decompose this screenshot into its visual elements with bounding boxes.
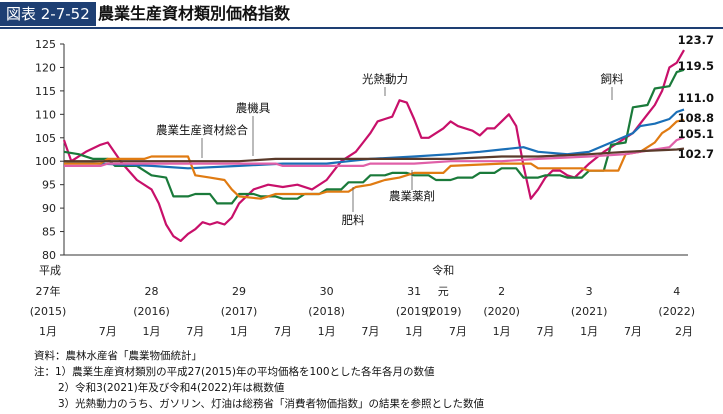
x-label-month: 7月 — [361, 325, 379, 338]
note-1: 注：1）農業生産資材類別の平成27(2015)年の平均価格を100とした各年各月… — [34, 366, 435, 378]
x-label-month: 1月 — [405, 325, 423, 338]
x-label-western: (2019) — [425, 305, 462, 318]
notes-block: 資料：農林水産省「農業物価統計」 注：1）農業生産資材類別の平成27(2015)… — [34, 348, 714, 412]
y-tick-label: 100 — [35, 155, 56, 168]
series-name-label: 農業薬剤 — [389, 189, 435, 203]
note-2: 2）令和3(2021)年及び令和4(2022)年は概数値 — [58, 382, 285, 394]
x-label-year: 30 — [320, 285, 334, 298]
y-tick-label: 115 — [35, 85, 56, 98]
x-label-month: 7月 — [449, 325, 467, 338]
x-label-month: 7月 — [99, 325, 117, 338]
x-label-month: 1月 — [39, 325, 57, 338]
end-value-label: 111.0 — [678, 91, 714, 105]
series-name-label: 農機具 — [236, 101, 271, 115]
series-line-1 — [63, 68, 685, 205]
x-label-month: 1月 — [493, 325, 511, 338]
y-tick-label: 125 — [35, 38, 56, 51]
x-label-era: 令和 — [432, 263, 454, 277]
x-label-western: (2019) — [396, 305, 433, 318]
x-label-month: 7月 — [274, 325, 292, 338]
x-label-month: 1月 — [318, 325, 336, 338]
x-label-year: 31 — [407, 285, 421, 298]
series-name-label: 光熱動力 — [362, 72, 408, 86]
x-label-month: 7月 — [624, 325, 642, 338]
series-name-label: 肥料 — [342, 213, 365, 227]
x-label-western: (2022) — [658, 305, 695, 318]
x-label-western: (2021) — [571, 305, 608, 318]
x-label-year: 28 — [145, 285, 159, 298]
x-label-western: (2018) — [308, 305, 345, 318]
x-label-year: 27年 — [36, 284, 61, 298]
x-label-year: 4 — [673, 285, 680, 298]
series-name-label: 飼料 — [601, 72, 624, 86]
note-3: 3）光熱動力のうち、ガソリン、灯油は総務省「消費者物価指数」の結果を参照とした数… — [58, 398, 485, 410]
x-label-month: 1月 — [230, 325, 248, 338]
series-name-label: 農業生産資材総合 — [156, 123, 248, 137]
source-note: 資料：農林水産省「農業物価統計」 — [34, 350, 202, 362]
end-value-labels: 123.7 119.5 111.0 108.8 105.1 102.7 — [678, 33, 714, 161]
y-tick-label: 80 — [42, 249, 56, 262]
end-value-label: 108.8 — [678, 111, 714, 125]
end-value-label: 105.1 — [678, 127, 714, 141]
series-line-0 — [62, 49, 685, 242]
x-label-month: 7月 — [536, 325, 554, 338]
end-value-label: 102.7 — [678, 147, 714, 161]
x-label-year: 29 — [232, 285, 246, 298]
y-tick-label: 85 — [42, 226, 56, 239]
end-value-label: 123.7 — [678, 33, 714, 47]
x-label-month: 1月 — [143, 325, 161, 338]
y-tick-label: 110 — [35, 108, 56, 121]
x-label-western: (2017) — [221, 305, 258, 318]
x-label-year: 3 — [586, 285, 593, 298]
y-tick-label: 95 — [42, 179, 56, 192]
x-label-month: 1月 — [580, 325, 598, 338]
x-label-month: 7月 — [186, 325, 204, 338]
x-axis-labels: 平成 令和 27年 28 29 30 31 元 2 3 4 (2015) (2016) (2017) (20… — [30, 263, 695, 338]
series-lines — [62, 49, 685, 242]
x-label-month: 2月 — [675, 325, 693, 338]
figure-title: 農業生産資材類別価格指数 — [98, 4, 291, 23]
figure-header: 図表 2-7-52 農業生産資材類別価格指数 — [0, 0, 723, 29]
y-tick-label: 120 — [35, 61, 56, 74]
chart-axes: 80 85 90 95 100 105 110 115 120 125 — [35, 38, 688, 262]
series-line-5 — [64, 147, 685, 163]
x-label-year: 元 — [438, 285, 449, 298]
x-label-western: (2015) — [30, 305, 67, 318]
x-label-western: (2016) — [133, 305, 170, 318]
x-label-era: 平成 — [39, 264, 61, 277]
header-rule — [0, 27, 723, 29]
y-tick-label: 90 — [42, 202, 56, 215]
figure-label: 図表 2-7-52 — [0, 2, 96, 26]
x-label-western: (2020) — [483, 305, 520, 318]
x-label-year: 2 — [498, 285, 505, 298]
end-value-label: 119.5 — [678, 59, 714, 73]
y-tick-label: 105 — [35, 132, 56, 145]
series-line-2 — [63, 108, 685, 170]
